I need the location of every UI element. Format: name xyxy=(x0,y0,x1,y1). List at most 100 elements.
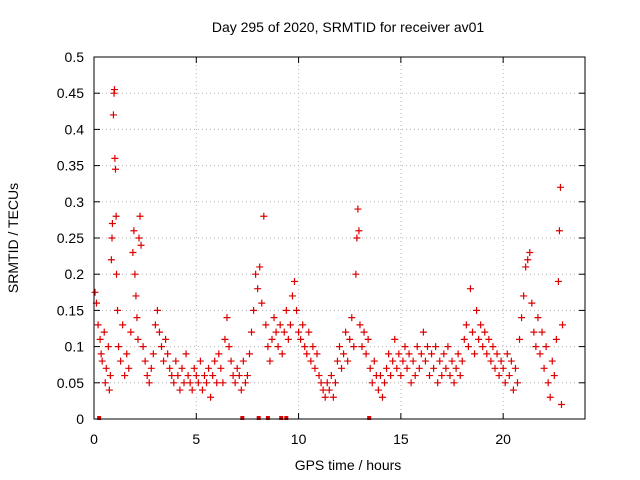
data-point xyxy=(215,350,223,358)
data-point xyxy=(98,357,106,365)
x-tick-label: 5 xyxy=(192,431,200,447)
data-point xyxy=(360,328,368,336)
data-point xyxy=(311,364,319,372)
data-point xyxy=(507,357,515,365)
data-point xyxy=(552,335,560,343)
data-point xyxy=(323,379,331,387)
data-point xyxy=(387,372,395,380)
data-point xyxy=(353,234,361,242)
data-point xyxy=(436,357,444,365)
data-point xyxy=(132,292,140,300)
data-point xyxy=(364,335,372,343)
data-point xyxy=(368,379,376,387)
data-point xyxy=(409,357,417,365)
data-point xyxy=(383,364,391,372)
x-axis-label: GPS time / hours xyxy=(295,457,402,473)
data-point xyxy=(112,212,120,220)
data-point xyxy=(111,154,119,162)
gap-marker xyxy=(97,416,102,420)
data-point xyxy=(317,379,325,387)
data-point xyxy=(464,343,472,351)
data-point xyxy=(356,321,364,329)
data-point xyxy=(97,350,105,358)
data-point xyxy=(105,386,113,394)
data-point xyxy=(151,321,159,329)
gap-marker xyxy=(279,416,284,420)
data-point xyxy=(149,350,157,358)
data-point xyxy=(481,328,489,336)
data-point xyxy=(252,270,260,278)
data-point xyxy=(227,357,235,365)
data-point xyxy=(256,263,264,271)
data-point xyxy=(350,343,358,351)
data-point xyxy=(158,343,166,351)
data-point xyxy=(127,328,135,336)
data-point xyxy=(114,306,122,314)
data-point xyxy=(479,343,487,351)
data-point xyxy=(536,350,544,358)
data-point xyxy=(355,227,363,235)
data-point xyxy=(491,364,499,372)
data-point xyxy=(538,328,546,336)
data-point xyxy=(113,270,121,278)
data-point xyxy=(342,328,350,336)
data-point xyxy=(468,328,476,336)
data-point xyxy=(530,328,538,336)
data-point xyxy=(209,372,217,380)
data-point xyxy=(419,328,427,336)
data-point xyxy=(274,343,282,351)
y-tick-label: 0.2 xyxy=(65,266,85,282)
data-point xyxy=(111,165,119,173)
data-point xyxy=(540,364,548,372)
data-point xyxy=(411,372,419,380)
data-point xyxy=(178,364,186,372)
data-point xyxy=(415,364,423,372)
data-point xyxy=(524,256,532,264)
data-point xyxy=(145,379,153,387)
data-point xyxy=(460,335,468,343)
y-tick-label: 0.1 xyxy=(65,339,85,355)
data-point xyxy=(153,306,161,314)
data-point xyxy=(475,335,483,343)
data-point xyxy=(550,372,558,380)
data-point xyxy=(466,285,474,293)
data-point xyxy=(442,364,450,372)
y-tick-label: 0.4 xyxy=(65,121,85,137)
y-tick-label: 0.15 xyxy=(57,302,84,318)
data-point xyxy=(344,357,352,365)
data-point xyxy=(108,234,116,242)
data-point xyxy=(554,277,562,285)
data-point xyxy=(225,343,233,351)
data-point xyxy=(180,379,188,387)
data-point xyxy=(166,364,174,372)
data-point xyxy=(196,357,204,365)
data-point xyxy=(239,357,247,365)
data-point xyxy=(250,306,258,314)
data-point xyxy=(378,393,386,401)
data-point xyxy=(391,335,399,343)
data-point xyxy=(325,386,333,394)
data-point xyxy=(428,350,436,358)
data-point xyxy=(119,321,127,329)
data-point xyxy=(188,386,196,394)
data-point xyxy=(434,379,442,387)
x-axis-ticks: 0 5 10 15 20 xyxy=(90,57,511,447)
data-point xyxy=(374,386,382,394)
data-point xyxy=(395,350,403,358)
data-point xyxy=(260,212,268,220)
data-point xyxy=(430,364,438,372)
data-point xyxy=(397,372,405,380)
data-point xyxy=(164,350,172,358)
gap-marker xyxy=(265,416,270,420)
data-point xyxy=(340,350,348,358)
data-point xyxy=(462,321,470,329)
data-point xyxy=(100,328,108,336)
data-point xyxy=(432,343,440,351)
data-point xyxy=(307,357,315,365)
x-tick-label: 20 xyxy=(495,431,511,447)
data-point xyxy=(264,343,272,351)
data-point xyxy=(101,379,109,387)
data-point xyxy=(213,379,221,387)
data-point xyxy=(172,357,180,365)
data-point xyxy=(104,343,112,351)
